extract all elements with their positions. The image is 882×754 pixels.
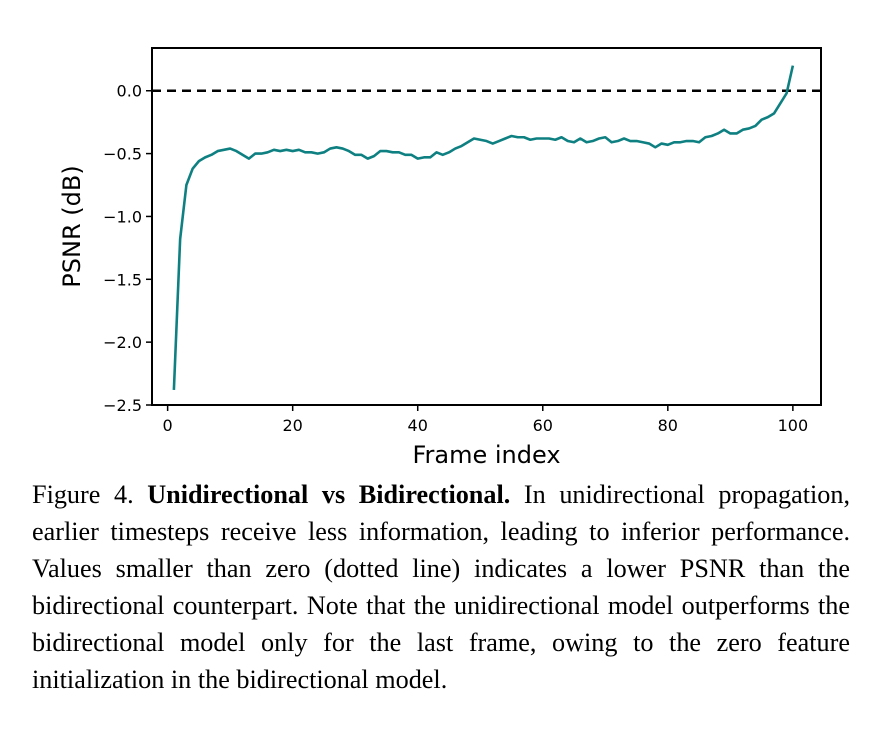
x-tick-label: 80 bbox=[658, 416, 678, 435]
x-tick-label: 40 bbox=[408, 416, 428, 435]
psnr-line-chart: 0 20 40 60 80 100 0.0 −0.5 −1.0 −1.5 −2.0 −2.5 Fra… bbox=[58, 47, 822, 469]
caption-title: Unidirectional vs Bidirectional. bbox=[147, 480, 511, 509]
x-tick-label: 20 bbox=[282, 416, 302, 435]
caption-body: In unidirectional propagation, earlier t… bbox=[32, 480, 850, 694]
y-tick-label: −0.5 bbox=[103, 145, 142, 164]
y-axis-title: PSNR (dB) bbox=[58, 165, 86, 287]
x-axis-title: Frame index bbox=[412, 441, 560, 469]
y-tick-label: −2.5 bbox=[103, 396, 142, 415]
x-axis-ticks: 0 20 40 60 80 100 bbox=[163, 405, 809, 435]
plot-frame bbox=[151, 47, 822, 406]
caption-label: Figure 4. bbox=[32, 480, 134, 509]
y-axis-ticks: 0.0 −0.5 −1.0 −1.5 −2.0 −2.5 bbox=[103, 82, 152, 415]
series-line bbox=[172, 65, 795, 390]
x-tick-label: 0 bbox=[163, 416, 173, 435]
y-tick-label: 0.0 bbox=[117, 82, 142, 101]
x-tick-label: 60 bbox=[533, 416, 553, 435]
y-tick-label: −1.0 bbox=[103, 207, 142, 226]
x-tick-label: 100 bbox=[778, 416, 809, 435]
figure-caption: Figure 4. Unidirectional vs Bidirectiona… bbox=[32, 476, 850, 698]
y-tick-label: −1.5 bbox=[103, 270, 142, 289]
y-tick-label: −2.0 bbox=[103, 333, 142, 352]
